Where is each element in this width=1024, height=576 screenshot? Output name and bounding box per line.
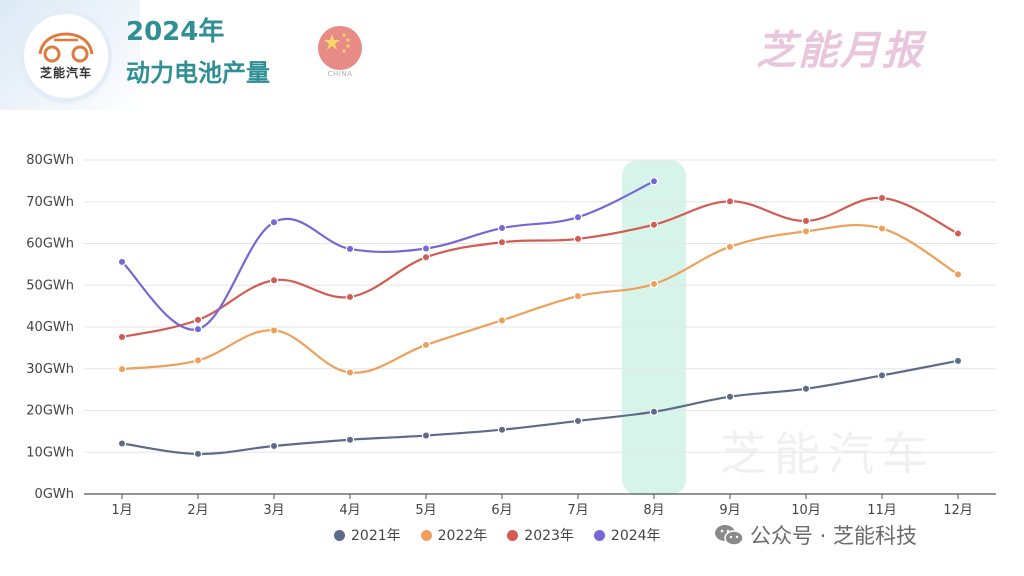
legend-swatch [507, 529, 519, 541]
x-tick-label: 4月 [339, 503, 360, 518]
data-point-2023年 [345, 292, 355, 302]
y-tick-label: 10GWh [26, 445, 74, 460]
logo-text: 芝能汽车 [39, 66, 92, 80]
chart-legend: 2021年 2022年 2023年 2024年 [334, 525, 661, 545]
y-tick-label: 60GWh [26, 237, 74, 252]
china-flag-icon [318, 26, 362, 70]
data-point-2022年 [193, 356, 203, 365]
data-point-2024年 [117, 257, 127, 267]
data-point-2021年 [345, 435, 355, 444]
data-point-2024年 [497, 223, 507, 233]
data-point-2023年 [877, 193, 887, 203]
data-point-2023年 [573, 234, 583, 244]
legend-swatch [420, 529, 432, 541]
data-point-2023年 [117, 332, 127, 342]
data-point-2022年 [345, 368, 355, 377]
x-tick-label: 3月 [263, 503, 284, 518]
brand-logo: 芝能汽车 [24, 14, 108, 98]
data-point-2023年 [193, 315, 203, 325]
data-point-2021年 [269, 441, 279, 451]
y-tick-label: 50GWh [26, 278, 74, 293]
wechat-footer: 公众号 · 芝能科技 [714, 520, 917, 550]
data-point-2022年 [421, 340, 431, 350]
y-tick-label: 40GWh [26, 320, 74, 335]
legend-label: 2023年 [524, 528, 574, 544]
series-line-2023年 [121, 196, 959, 339]
data-point-2021年 [877, 371, 887, 380]
data-point-2022年 [953, 270, 963, 279]
x-tick-label: 6月 [491, 503, 512, 518]
series-line-2022年 [121, 223, 959, 374]
x-tick-label: 11月 [867, 503, 897, 518]
data-point-2024年 [269, 218, 279, 227]
wechat-account-text: 公众号 · 芝能科技 [750, 524, 918, 548]
x-tick-label: 8月 [643, 503, 664, 518]
data-point-2021年 [649, 407, 659, 416]
legend-swatch [593, 529, 605, 541]
data-point-2022年 [269, 326, 279, 335]
watermark-text: 芝能汽车 [720, 427, 936, 481]
x-tick-label: 12月 [943, 503, 973, 518]
data-point-2022年 [801, 227, 811, 236]
data-point-2024年 [649, 177, 659, 186]
data-point-2021年 [193, 449, 203, 459]
data-point-2021年 [421, 431, 431, 440]
data-point-2024年 [345, 244, 355, 254]
series-line-2024年 [121, 180, 655, 331]
data-point-2024年 [421, 244, 431, 253]
title-block: 2024年 动力电池产量 [126, 16, 270, 90]
legend-label: 2024年 [610, 528, 661, 544]
data-point-2021年 [801, 384, 811, 393]
data-point-2023年 [269, 276, 279, 285]
x-tick-label: 9月 [719, 503, 740, 518]
title-year: 2024年 [126, 17, 225, 47]
data-point-2023年 [801, 216, 811, 226]
y-tick-label: 30GWh [26, 362, 74, 377]
data-point-2021年 [953, 356, 963, 366]
legend-item[interactable]: 2021年 [334, 525, 401, 545]
data-point-2023年 [953, 229, 963, 238]
legend-label: 2021年 [351, 528, 401, 544]
data-point-2022年 [573, 291, 583, 301]
x-tick-label: 2月 [187, 503, 208, 518]
series-line-2021年 [121, 359, 959, 456]
x-tick-label: 10月 [791, 503, 821, 518]
data-point-2021年 [117, 439, 127, 448]
data-point-2023年 [649, 220, 659, 229]
y-tick-label: 20GWh [26, 404, 74, 419]
legend-label: 2022年 [437, 528, 488, 544]
data-point-2022年 [649, 279, 659, 289]
data-point-2022年 [117, 364, 127, 374]
x-tick-label: 5月 [415, 503, 436, 518]
x-tick-label: 1月 [111, 503, 132, 518]
battery-production-chart: 0GWh 10GWh 20GWh 30GWh 40GWh 50GWh 60GWh 70GWh 8… [26, 153, 996, 518]
wechat-icon [715, 525, 744, 546]
car-logo-icon [38, 32, 94, 63]
data-point-2022年 [725, 242, 735, 252]
legend-swatch [334, 529, 345, 541]
data-point-2024年 [573, 212, 583, 222]
data-point-2023年 [497, 238, 507, 247]
legend-item[interactable]: 2024年 [593, 525, 661, 545]
data-point-2024年 [193, 324, 203, 334]
data-point-2023年 [725, 197, 735, 206]
x-tick-label: 7月 [567, 503, 588, 518]
legend-item[interactable]: 2022年 [420, 525, 488, 545]
y-tick-label: 80GWh [26, 153, 74, 168]
flag-label: CHINA [327, 70, 353, 78]
data-point-2022年 [497, 316, 507, 325]
page-title: 动力电池产量 [126, 59, 270, 87]
data-point-2022年 [877, 224, 887, 233]
legend-item[interactable]: 2023年 [507, 525, 574, 545]
data-point-2023年 [421, 253, 431, 262]
data-point-2021年 [497, 425, 507, 434]
data-point-2021年 [573, 416, 583, 426]
y-tick-label: 70GWh [26, 195, 74, 210]
y-tick-label: 0GWh [35, 487, 74, 502]
data-point-2021年 [725, 392, 735, 401]
brand-title: 芝能月报 [756, 28, 924, 74]
